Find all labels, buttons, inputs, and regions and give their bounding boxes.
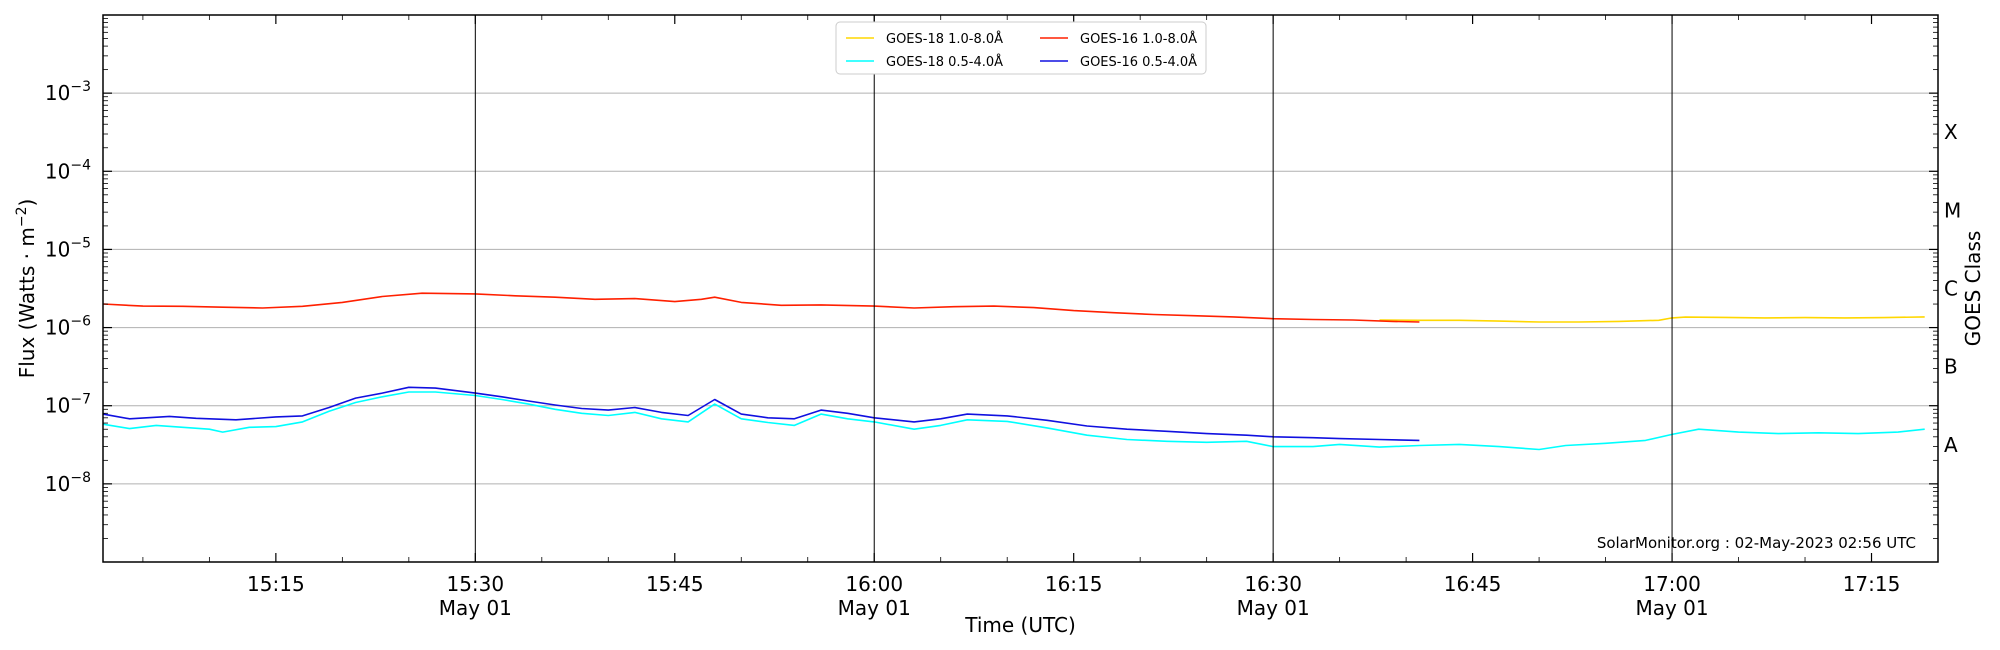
x-tick-label: 17:15 bbox=[1843, 572, 1901, 596]
y-tick-label: 10−7 bbox=[45, 392, 91, 418]
x-tick-date-label: May 01 bbox=[1635, 596, 1708, 620]
y-tick-base: 10 bbox=[45, 316, 70, 340]
half-hour-markers bbox=[474, 15, 1673, 562]
x-axis-title: Time (UTC) bbox=[964, 613, 1076, 637]
y-axis-title: Flux (Watts · m−2) bbox=[14, 199, 39, 379]
y-axis-title-main: Flux (Watts · m bbox=[15, 227, 39, 378]
y-tick-base: 10 bbox=[45, 81, 70, 105]
y-tick-label: 10−6 bbox=[45, 314, 91, 340]
y-tick-base: 10 bbox=[45, 394, 70, 418]
y-tick-label: 10−4 bbox=[45, 157, 91, 183]
goes-class-axis-title: GOES Class bbox=[1961, 231, 1985, 347]
y-tick-exponent: −4 bbox=[70, 157, 91, 173]
plot-frame bbox=[102, 14, 1939, 563]
series-line-1 bbox=[102, 391, 1925, 451]
x-tick-label: 15:15 bbox=[247, 572, 305, 596]
goes-class-label: B bbox=[1944, 355, 1958, 379]
y-tick-exponent: −5 bbox=[70, 235, 91, 251]
y-tick-exponent: −3 bbox=[70, 79, 91, 95]
x-tick-label: 15:30 bbox=[446, 572, 504, 596]
y-tick-base: 10 bbox=[45, 159, 70, 183]
y-tick-base: 10 bbox=[45, 237, 70, 261]
goes-class-labels: X M C B A bbox=[1944, 120, 1961, 457]
y-tick-exponent: −8 bbox=[70, 470, 91, 486]
goes-class-label: M bbox=[1944, 198, 1961, 222]
legend-box bbox=[835, 21, 1207, 75]
x-tick-date-label: May 01 bbox=[838, 596, 911, 620]
x-tick-label: 17:00 bbox=[1643, 572, 1701, 596]
series-lines bbox=[102, 292, 1925, 451]
y-axis-ticks: 10−310−410−510−610−710−8 bbox=[45, 18, 1938, 539]
x-tick-label: 16:45 bbox=[1444, 572, 1502, 596]
legend-label: GOES-18 1.0-8.0Å bbox=[886, 31, 1003, 47]
legend-label: GOES-16 1.0-8.0Å bbox=[1080, 31, 1197, 47]
legend: GOES-18 1.0-8.0Å GOES-18 0.5-4.0Å GOES-16 … bbox=[835, 21, 1207, 75]
goes-class-label: X bbox=[1944, 120, 1958, 144]
series-line-2 bbox=[102, 292, 1420, 323]
x-tick-label: 16:15 bbox=[1045, 572, 1103, 596]
x-tick-label: 16:00 bbox=[845, 572, 903, 596]
y-tick-base: 10 bbox=[45, 472, 70, 496]
series-line-3 bbox=[102, 386, 1420, 442]
x-tick-date-label: May 01 bbox=[439, 596, 512, 620]
x-tick-label: 16:30 bbox=[1244, 572, 1302, 596]
gridlines bbox=[103, 92, 1938, 485]
y-tick-label: 10−3 bbox=[45, 79, 91, 105]
credit-text: SolarMonitor.org : 02-May-2023 02:56 UTC bbox=[1597, 534, 1916, 552]
y-tick-exponent: −7 bbox=[70, 392, 91, 408]
y-axis-title-sup: −2 bbox=[14, 207, 30, 228]
series-line-0 bbox=[1379, 316, 1925, 323]
y-tick-exponent: −6 bbox=[70, 314, 91, 330]
legend-label: GOES-18 0.5-4.0Å bbox=[886, 54, 1003, 70]
goes-class-label: A bbox=[1944, 433, 1958, 457]
y-axis-title-close: ) bbox=[15, 199, 39, 207]
y-tick-label: 10−5 bbox=[45, 235, 91, 261]
x-tick-label: 15:45 bbox=[646, 572, 704, 596]
y-tick-label: 10−8 bbox=[45, 470, 91, 496]
goes-class-label: C bbox=[1944, 277, 1958, 301]
x-tick-date-label: May 01 bbox=[1237, 596, 1310, 620]
legend-label: GOES-16 0.5-4.0Å bbox=[1080, 54, 1197, 70]
